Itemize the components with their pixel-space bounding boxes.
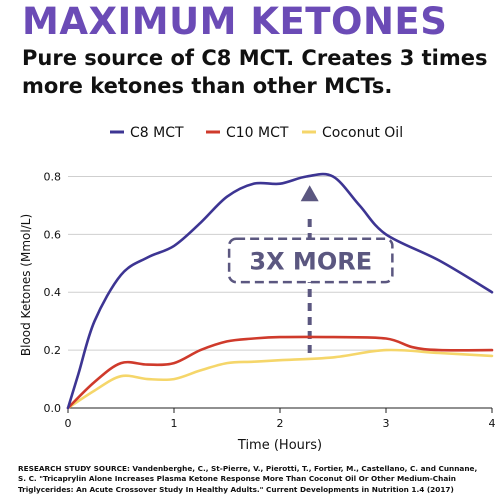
- source-line-2: S. C. "Tricaprylin Alone Increases Plasm…: [18, 474, 456, 484]
- x-axis-label: Time (Hours): [237, 438, 322, 453]
- legend-label: Coconut Oil: [322, 125, 403, 141]
- annotation-3x-more: 3X MORE: [227, 185, 394, 354]
- source-line-1: RESEARCH STUDY SOURCE: Vandenberghe, C.,…: [18, 464, 478, 473]
- chart-series: [66, 172, 494, 410]
- annotation-arrow-head: [300, 185, 319, 202]
- page-title: MAXIMUM KETONES: [22, 0, 448, 43]
- y-tick-label: 0.6: [44, 228, 62, 241]
- x-tick-label: 1: [171, 417, 178, 430]
- subtitle-line-2: more ketones than other MCTs.: [22, 74, 393, 98]
- source-line-3: Triglycerides: An Acute Crossover Study …: [18, 484, 454, 494]
- legend-item: Coconut Oil: [302, 125, 403, 141]
- x-tick-label: 0: [65, 417, 72, 430]
- legend-item: C8 MCT: [110, 125, 184, 141]
- series-line-c8-mct: [66, 172, 494, 410]
- annotation-box: [227, 237, 394, 284]
- y-axis-ticks: 0.0 0.2 0.4 0.6 0.8: [44, 170, 62, 415]
- y-tick-label: 0.2: [44, 344, 62, 357]
- y-tick-label: 0.4: [44, 286, 62, 299]
- y-tick-label: 0.8: [44, 170, 62, 183]
- annotation-label: 3X MORE: [249, 247, 372, 275]
- chart-grid: [68, 175, 492, 351]
- series-line-coconut-oil: [66, 348, 494, 410]
- x-tick-label: 2: [277, 417, 284, 430]
- y-axis-label: Blood Ketones (Mmol/L): [19, 214, 33, 356]
- x-tick-label: 3: [383, 417, 390, 430]
- subtitle-line-1: Pure source of C8 MCT. Creates 3 times: [22, 46, 488, 70]
- x-tick-label: 4: [489, 417, 496, 430]
- x-axis-ticks: 0 1 2 3 4: [65, 408, 496, 430]
- legend-label: C10 MCT: [226, 125, 289, 141]
- legend-item: C10 MCT: [206, 125, 289, 141]
- chart-legend: C8 MCT C10 MCT Coconut Oil: [110, 125, 403, 141]
- ketone-line-chart: C8 MCT C10 MCT Coconut Oil 0.0 0.2 0.4 0.6 0.8…: [19, 125, 496, 453]
- legend-label: C8 MCT: [130, 125, 184, 141]
- y-tick-label: 0.0: [44, 402, 62, 415]
- research-source: RESEARCH STUDY SOURCE: Vandenberghe, C.,…: [18, 464, 496, 495]
- series-line-c10-mct: [66, 335, 494, 410]
- page-subtitle: Pure source of C8 MCT. Creates 3 times m…: [22, 44, 492, 100]
